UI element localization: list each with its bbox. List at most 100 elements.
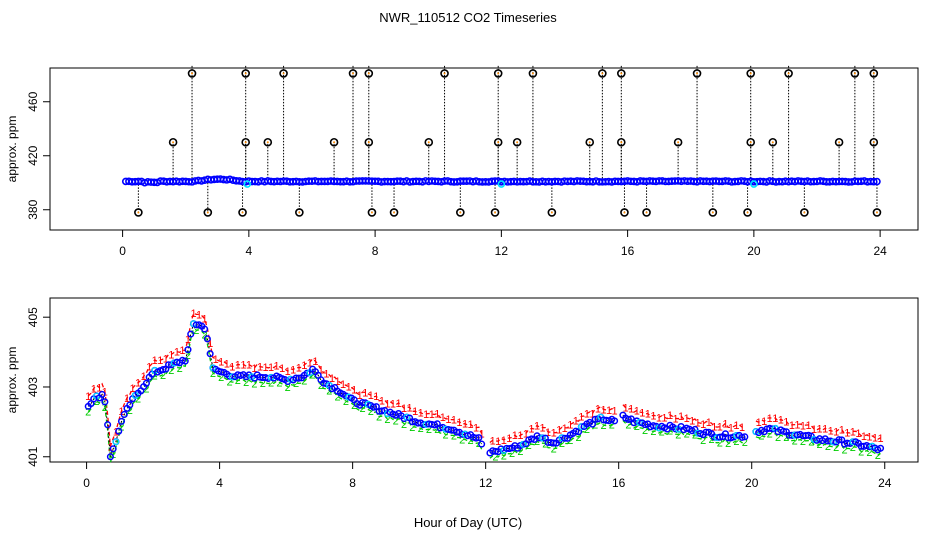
bottom-red-marker: 1 — [650, 410, 656, 422]
bottom-red-marker: 1 — [96, 382, 102, 394]
top-y-axis-label: approx. ppm — [5, 116, 19, 183]
top-y-tick-label: 420 — [26, 145, 40, 165]
bottom-green-marker: 2 — [733, 436, 739, 448]
bottom-green-marker: 2 — [409, 422, 415, 434]
bottom-green-marker: 2 — [401, 419, 407, 431]
bottom-green-marker: 2 — [343, 396, 349, 408]
top-spike-center — [872, 72, 875, 75]
bottom-green-marker: 2 — [526, 440, 532, 452]
top-x-tick-label: 0 — [119, 244, 126, 258]
bottom-point — [624, 415, 633, 424]
top-spike-point — [187, 69, 197, 78]
bottom-red-marker: 1 — [335, 376, 341, 388]
bottom-red-marker: 1 — [479, 429, 485, 441]
bottom-red-marker: 1 — [711, 422, 717, 434]
bottom-red-marker: 1 — [224, 359, 230, 371]
bottom-green-marker: 2 — [875, 450, 881, 462]
bottom-red-marker: 1 — [174, 347, 180, 359]
bottom-point — [142, 379, 150, 387]
bottom-point — [768, 425, 777, 433]
bottom-green-marker: 2 — [825, 441, 831, 453]
top-data-marks — [121, 65, 882, 217]
bottom-red-marker: 1 — [866, 431, 872, 443]
top-spike-center — [367, 141, 370, 144]
bottom-red-marker: 1 — [296, 363, 302, 375]
bottom-green-marker: 2 — [243, 377, 249, 389]
bottom-green-marker: 2 — [808, 436, 814, 448]
top-spike-center — [711, 211, 714, 214]
top-spike-center — [266, 141, 269, 144]
bottom-green-marker: 2 — [833, 442, 839, 454]
top-spike-center — [241, 211, 244, 214]
bottom-plot-frame — [49, 297, 919, 463]
bottom-point — [106, 453, 114, 461]
bottom-point — [572, 427, 580, 435]
top-spike-point — [528, 69, 538, 78]
bottom-green-marker: 2 — [160, 370, 166, 382]
top-spike-point — [708, 208, 718, 217]
bottom-red-marker: 1 — [168, 349, 174, 361]
top-spike-point — [134, 208, 143, 217]
bottom-red-marker: 1 — [523, 428, 529, 440]
bottom-green-marker: 2 — [708, 434, 714, 446]
top-plot-frame — [49, 67, 919, 231]
top-spike-center — [749, 141, 752, 144]
bottom-green-marker: 2 — [359, 403, 365, 415]
bottom-red-marker: 1 — [323, 368, 329, 380]
top-spike-point — [598, 69, 607, 78]
bottom-red-marker: 1 — [130, 383, 136, 395]
bottom-red-marker: 1 — [329, 373, 335, 385]
top-y-axis: 380 420 460 — [26, 91, 50, 220]
top-spike-center — [282, 72, 285, 75]
bottom-y-tick-label: 401 — [26, 446, 40, 466]
bottom-red-marker: 1 — [811, 424, 817, 436]
bottom-green-marker: 2 — [717, 437, 723, 449]
bottom-point — [115, 427, 123, 435]
bottom-point — [475, 434, 483, 442]
bottom-point — [478, 440, 486, 448]
bottom-green-marker: 2 — [451, 430, 457, 442]
bottom-y-axis-label: approx. ppm — [5, 347, 19, 414]
bottom-green-marker: 2 — [93, 396, 99, 408]
top-spike-point — [869, 69, 879, 78]
bottom-red-marker: 1 — [600, 404, 606, 416]
bottom-green-marker: 2 — [326, 386, 332, 398]
bottom-green-marker: 2 — [567, 435, 573, 447]
bottom-point — [104, 421, 112, 429]
bottom-green-marker: 2 — [177, 363, 183, 375]
top-alt-point — [497, 180, 506, 188]
bottom-red-marker: 1 — [124, 393, 130, 405]
bottom-green-marker: 2 — [634, 421, 640, 433]
bottom-red-marker: 1 — [551, 428, 557, 440]
bottom-red-marker: 1 — [285, 366, 291, 378]
bottom-red-marker: 1 — [828, 426, 834, 438]
bottom-red-marker: 1 — [268, 362, 274, 374]
bottom-red-marker: 1 — [384, 398, 390, 410]
bottom-point — [611, 417, 619, 425]
bottom-red-marker: 1 — [240, 359, 246, 371]
bottom-red-marker: 1 — [678, 411, 684, 423]
bottom-red-marker: 1 — [517, 430, 523, 442]
bottom-red-marker: 1 — [756, 417, 762, 429]
bottom-green-marker: 2 — [268, 378, 274, 390]
top-spike-point — [872, 208, 882, 217]
top-point — [870, 177, 878, 186]
bottom-red-marker: 1 — [706, 417, 712, 429]
bottom-red-marker: 1 — [562, 423, 568, 435]
bottom-red-marker: 1 — [761, 416, 767, 428]
bottom-red-marker: 1 — [246, 360, 252, 372]
bottom-red-marker: 1 — [645, 408, 651, 420]
bottom-red-marker: 1 — [423, 409, 429, 421]
bottom-point — [98, 390, 106, 398]
bottom-green-marker: 2 — [841, 444, 847, 456]
bottom-green-marker: 2 — [310, 369, 316, 381]
top-alt-point — [243, 180, 252, 188]
top-spike-point — [456, 208, 465, 217]
bottom-red-marker: 1 — [695, 418, 701, 430]
bottom-red-marker: 1 — [456, 417, 462, 429]
top-x-axis: 0 4 8 12 16 20 24 — [119, 230, 887, 258]
top-spike-center — [875, 211, 878, 214]
bottom-green-marker: 2 — [850, 442, 856, 454]
bottom-red-marker: 1 — [728, 422, 734, 434]
